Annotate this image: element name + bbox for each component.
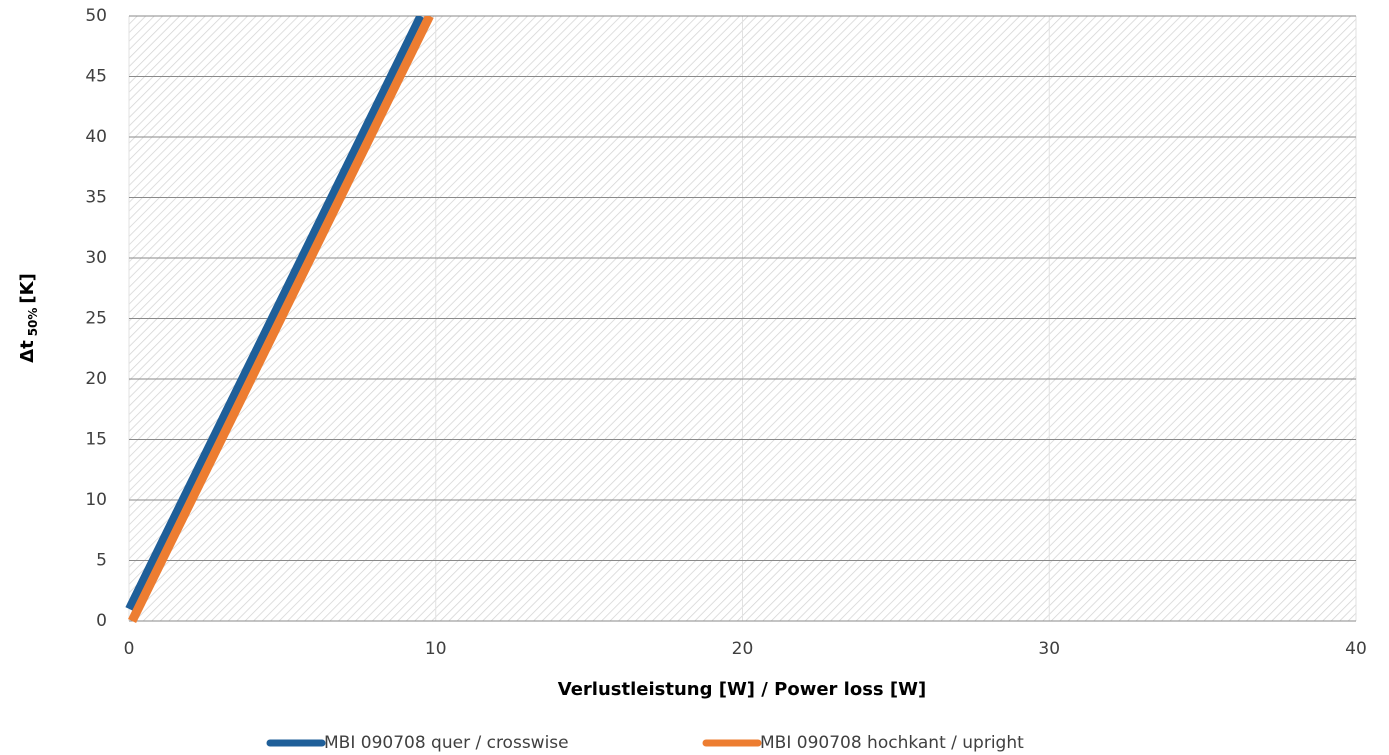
y-label-unit: [K] [17, 273, 38, 303]
y-tick-label: 50 [85, 6, 107, 26]
y-axis-label: Δt 50% [K] [17, 273, 40, 363]
legend-label: MBI 090708 hochkant / upright [760, 733, 1024, 753]
x-tick-label: 10 [425, 639, 447, 659]
series-line [128, 16, 434, 623]
y-tick-label: 0 [96, 611, 107, 631]
y-tick-label: 25 [85, 309, 107, 329]
y-tick-label: 40 [85, 127, 107, 147]
y-tick-label: 15 [85, 430, 107, 450]
y-tick-label: 20 [85, 369, 107, 389]
series-line [125, 16, 425, 611]
y-label-main: Δt [17, 340, 38, 363]
legend-label: MBI 090708 quer / crosswise [324, 733, 569, 753]
x-tick-label: 0 [124, 639, 135, 659]
x-axis-label: Verlustleistung [W] / Power loss [W] [558, 679, 926, 700]
x-tick-label: 20 [732, 639, 754, 659]
x-tick-label: 30 [1038, 639, 1060, 659]
x-tick-label: 40 [1345, 639, 1367, 659]
y-label-sub: 50% [26, 308, 40, 337]
y-tick-label: 45 [85, 67, 107, 87]
y-tick-label: 5 [96, 551, 107, 571]
y-tick-label: 30 [85, 248, 107, 268]
y-tick-label: 35 [85, 188, 107, 208]
y-tick-label: 10 [85, 490, 107, 510]
